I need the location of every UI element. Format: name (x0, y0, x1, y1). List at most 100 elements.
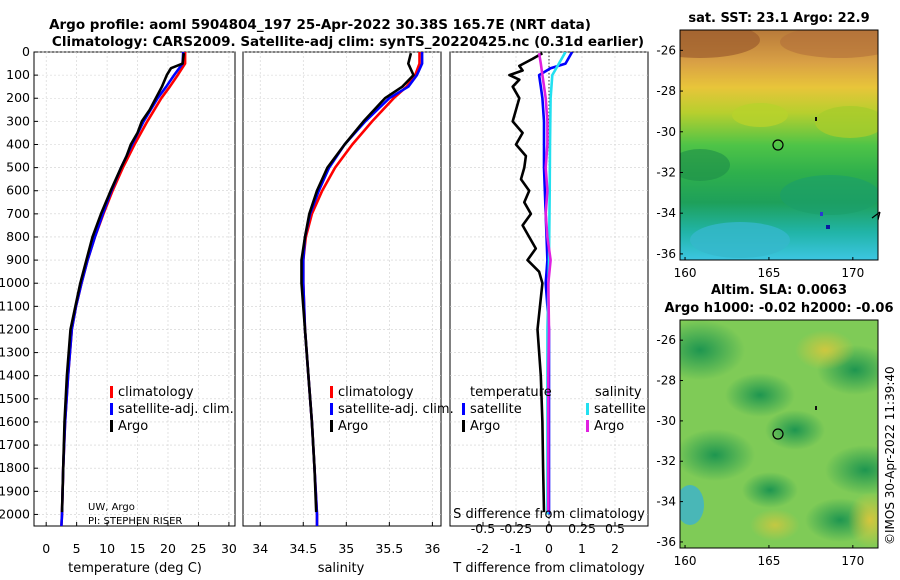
legend-label-t-satellite: satellite (470, 402, 522, 417)
credit-line2: PI: STEPHEN RISER (88, 516, 182, 527)
figure-title: Argo profile: aoml 5904804_197 25-Apr-20… (49, 17, 591, 33)
legend-label-climatology: climatology (118, 385, 194, 400)
map-x-tick-label: 160 (674, 266, 697, 280)
x-tick-label: 35 (338, 541, 354, 556)
sla-map-image (680, 320, 878, 548)
series-line (60, 53, 186, 513)
temperature-axes (33, 51, 236, 527)
x-tick-label: 34.5 (289, 541, 317, 556)
x-tick-label: 25 (191, 541, 207, 556)
sla-map-frame (679, 319, 879, 549)
y-tick-label: 100 (6, 67, 30, 82)
y-tick-label: 1800 (0, 460, 30, 475)
y-tick-label: 400 (6, 136, 30, 151)
legend-label-satellite: satellite-adj. clim. (338, 402, 454, 417)
difference-legend: temperature salinity satellite Argo sate… (462, 385, 646, 434)
series-line (300, 52, 415, 513)
legend-label-s-satellite: satellite (594, 402, 646, 417)
map-x-tick-label: 165 (757, 554, 780, 568)
sla-map-ticks: 160 165 170 -26 -28 -30 -32 -34 -36 (656, 333, 864, 568)
map-y-tick-label: -30 (656, 125, 676, 139)
y-tick-label: 700 (6, 206, 30, 221)
y-tick-label: 200 (6, 90, 30, 105)
y-tick-label: 900 (6, 252, 30, 267)
x-tick-label: 20 (160, 541, 176, 556)
x-tick-label: 36 (424, 541, 440, 556)
sla-map-title: Altim. SLA: 0.0063 (711, 283, 847, 298)
y-tick-label: 1700 (0, 437, 30, 452)
legend-head-salinity: salinity (595, 385, 642, 400)
y-tick-label: 2000 (0, 506, 30, 521)
map-x-tick-label: 170 (841, 554, 864, 568)
x-tick-label: 15 (130, 541, 146, 556)
x-tick-label: -1 (510, 541, 522, 556)
map-y-tick-label: -34 (656, 495, 676, 509)
legend-swatch-argo (330, 420, 333, 432)
s-tick-label: 0.5 (605, 521, 625, 536)
legend-swatch-t-argo (462, 420, 465, 432)
map-y-tick-label: -26 (656, 333, 676, 347)
map-y-tick-label: -26 (656, 43, 676, 57)
y-tick-label: 1400 (0, 368, 30, 383)
legend-swatch-climatology (110, 386, 113, 398)
sst-map-frame (679, 29, 879, 261)
series-group (60, 52, 187, 526)
y-tick-label: 1500 (0, 391, 30, 406)
map-y-tick-label: -36 (656, 535, 676, 549)
legend-swatch-satellite (330, 403, 333, 415)
series-group (508, 52, 574, 515)
map-x-tick-label: 170 (841, 266, 864, 280)
y-tick-label: 1200 (0, 321, 30, 336)
legend-swatch-climatology (330, 386, 333, 398)
legend-label-argo: Argo (338, 419, 368, 434)
legend-swatch-argo (110, 420, 113, 432)
map-x-tick-label: 160 (674, 554, 697, 568)
map-y-tick-label: -32 (656, 454, 676, 468)
y-tick-label: 1900 (0, 483, 30, 498)
y-tick-label: 1000 (0, 275, 30, 290)
legend-swatch-s-satellite (586, 403, 589, 415)
legend-label-s-argo: Argo (594, 419, 624, 434)
x-tick-label: 0 (545, 541, 553, 556)
series-line (537, 52, 552, 513)
figure-subtitle: Climatology: CARS2009. Satellite-adj cli… (52, 34, 644, 50)
legend-label-t-argo: Argo (470, 419, 500, 434)
legend-label-argo: Argo (118, 419, 148, 434)
y-tick-label: 500 (6, 160, 30, 175)
sst-map-image (680, 30, 878, 260)
legend-label-climatology: climatology (338, 385, 414, 400)
x-tick-label: 10 (99, 541, 115, 556)
y-tick-label: 0 (22, 44, 30, 59)
temperature-xlabel: temperature (deg C) (68, 561, 202, 576)
legend-swatch-s-argo (586, 420, 589, 432)
imos-stamp: ©IMOS 30-Apr-2022 11:39:40 (883, 366, 897, 545)
map-y-tick-label: -32 (656, 165, 676, 179)
legend-label-satellite: satellite-adj. clim. (118, 402, 234, 417)
y-tick-label: 1600 (0, 414, 30, 429)
legend-head-temperature: temperature (470, 385, 552, 400)
map-y-tick-label: -28 (656, 84, 676, 98)
map-y-tick-label: -28 (656, 374, 676, 388)
x-tick-label: 0 (42, 541, 50, 556)
y-tick-label: 300 (6, 113, 30, 128)
y-tick-label: 600 (6, 183, 30, 198)
map-y-tick-label: -36 (656, 247, 676, 261)
x-tick-label: -2 (477, 541, 489, 556)
s-tick-label: 0.25 (568, 521, 596, 536)
sst-arrow-icon (871, 211, 881, 221)
salinity-xlabel: salinity (318, 561, 365, 576)
sla-map-subtitle: Argo h1000: -0.02 h2000: -0.06 (664, 301, 893, 316)
salinity-axes (242, 51, 442, 527)
sst-map-title: sat. SST: 23.1 Argo: 22.9 (688, 11, 869, 26)
x-tick-label: 35.5 (375, 541, 403, 556)
x-tick-label: 1 (578, 541, 586, 556)
credit-line1: UW, Argo (88, 502, 135, 513)
x-tick-label: 2 (611, 541, 619, 556)
map-y-tick-label: -30 (656, 414, 676, 428)
series-line (508, 52, 546, 513)
map-y-tick-label: -34 (656, 206, 676, 220)
sst-profile-marker (772, 139, 784, 151)
y-tick-label: 1100 (0, 298, 30, 313)
y-tick-label: 1300 (0, 345, 30, 360)
